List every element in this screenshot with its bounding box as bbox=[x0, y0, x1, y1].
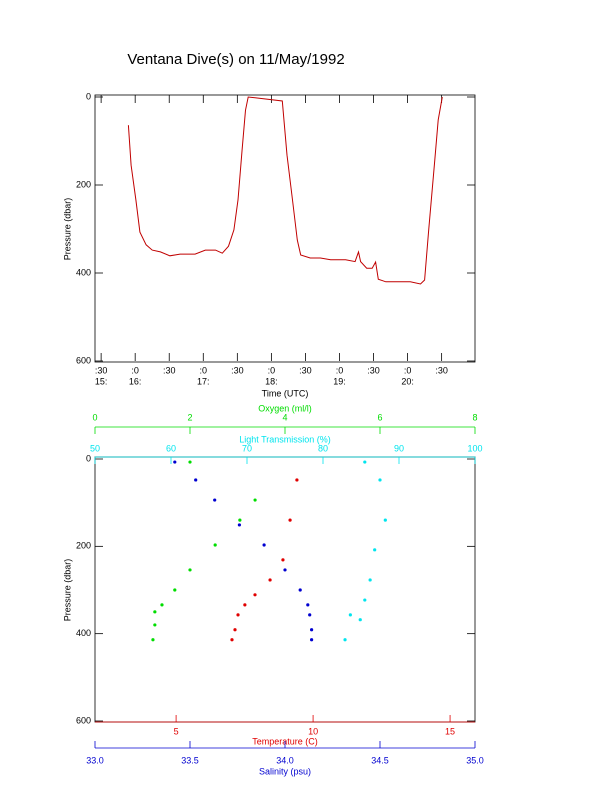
data-point bbox=[363, 460, 367, 464]
y-axis-label: Pressure (dbar) bbox=[62, 559, 72, 622]
x-tick-label: 2 bbox=[187, 412, 192, 422]
data-point bbox=[253, 498, 257, 502]
data-point bbox=[238, 518, 242, 522]
x-axis-label: Light Transmission (%) bbox=[239, 434, 331, 444]
data-point bbox=[288, 518, 292, 522]
data-point bbox=[230, 638, 234, 642]
x-tick-label: 90 bbox=[394, 443, 404, 453]
x-tick-label: 70 bbox=[242, 443, 252, 453]
data-point bbox=[173, 588, 177, 592]
x-axis-label: Oxygen (ml/l) bbox=[258, 403, 312, 413]
data-point bbox=[308, 613, 312, 617]
x-tick-label: :0 bbox=[336, 365, 344, 375]
x-tick-label: 6 bbox=[377, 412, 382, 422]
x-tick-label: 15 bbox=[445, 726, 455, 736]
y-tick-label: 0 bbox=[86, 91, 91, 101]
data-line bbox=[127, 96, 443, 285]
x-hour-label: 16: bbox=[129, 376, 142, 386]
data-point bbox=[348, 613, 352, 617]
plot-frame bbox=[94, 94, 476, 363]
data-point bbox=[153, 610, 157, 614]
x-tick-label: :30 bbox=[95, 365, 108, 375]
x-tick-label: 0 bbox=[92, 412, 97, 422]
x-tick-label: 8 bbox=[472, 412, 477, 422]
data-point bbox=[378, 478, 382, 482]
x-tick-label: :30 bbox=[231, 365, 244, 375]
y-tick-label: 400 bbox=[76, 267, 91, 277]
x-tick-label: :30 bbox=[435, 365, 448, 375]
data-point bbox=[343, 638, 347, 642]
x-tick-label: 60 bbox=[166, 443, 176, 453]
data-point bbox=[373, 548, 377, 552]
data-point bbox=[281, 558, 285, 562]
y-tick-label: 600 bbox=[76, 715, 91, 725]
x-tick-label: :0 bbox=[200, 365, 208, 375]
data-point bbox=[213, 543, 217, 547]
plot-frame bbox=[94, 456, 476, 723]
y-tick-label: 400 bbox=[76, 628, 91, 638]
x-tick-label: :30 bbox=[299, 365, 312, 375]
data-point bbox=[237, 523, 241, 527]
x-tick-label: 50 bbox=[90, 443, 100, 453]
x-hour-label: 17: bbox=[197, 376, 210, 386]
data-point bbox=[236, 613, 240, 617]
x-tick-label: 10 bbox=[308, 726, 318, 736]
x-tick-label: 100 bbox=[467, 443, 482, 453]
data-point bbox=[383, 518, 387, 522]
x-tick-label: 34.5 bbox=[371, 755, 389, 765]
data-point bbox=[306, 603, 310, 607]
x-tick-label: 5 bbox=[174, 726, 179, 736]
data-point bbox=[160, 603, 164, 607]
y-tick-label: 600 bbox=[76, 355, 91, 365]
data-point bbox=[233, 628, 237, 632]
data-point bbox=[243, 603, 247, 607]
chart-title: Ventana Dive(s) on 11/May/1992 bbox=[127, 51, 344, 68]
data-point bbox=[368, 578, 372, 582]
x-axis-label: Salinity (psu) bbox=[259, 766, 311, 776]
data-point bbox=[153, 623, 157, 627]
x-tick-label: 33.0 bbox=[86, 755, 104, 765]
data-point bbox=[310, 628, 314, 632]
x-hour-label: 19: bbox=[333, 376, 346, 386]
data-point bbox=[268, 578, 272, 582]
x-tick-label: 33.5 bbox=[181, 755, 199, 765]
x-hour-label: 18: bbox=[265, 376, 278, 386]
x-tick-label: :30 bbox=[367, 365, 380, 375]
x-tick-label: 35.0 bbox=[466, 755, 484, 765]
data-point bbox=[358, 618, 362, 622]
y-tick-label: 0 bbox=[86, 453, 91, 463]
x-hour-label: 15: bbox=[95, 376, 108, 386]
data-point bbox=[151, 638, 155, 642]
data-point bbox=[363, 598, 367, 602]
y-tick-label: 200 bbox=[76, 179, 91, 189]
x-tick-label: 80 bbox=[318, 443, 328, 453]
data-point bbox=[213, 498, 217, 502]
data-point bbox=[295, 478, 299, 482]
data-point bbox=[173, 460, 177, 464]
data-point bbox=[188, 460, 192, 464]
y-tick-label: 200 bbox=[76, 541, 91, 551]
x-tick-label: 4 bbox=[282, 412, 287, 422]
data-point bbox=[188, 568, 192, 572]
x-tick-label: 34.0 bbox=[276, 755, 294, 765]
data-point bbox=[262, 543, 266, 547]
x-tick-label: :0 bbox=[404, 365, 412, 375]
data-point bbox=[194, 478, 198, 482]
data-point bbox=[298, 588, 302, 592]
x-hour-label: 20: bbox=[401, 376, 414, 386]
y-axis-label: Pressure (dbar) bbox=[62, 198, 72, 261]
data-point bbox=[283, 568, 287, 572]
x-tick-label: :30 bbox=[163, 365, 176, 375]
data-point bbox=[253, 593, 257, 597]
x-axis-label: Time (UTC) bbox=[262, 388, 309, 398]
x-tick-label: :0 bbox=[268, 365, 276, 375]
x-tick-label: :0 bbox=[131, 365, 139, 375]
data-point bbox=[310, 638, 314, 642]
